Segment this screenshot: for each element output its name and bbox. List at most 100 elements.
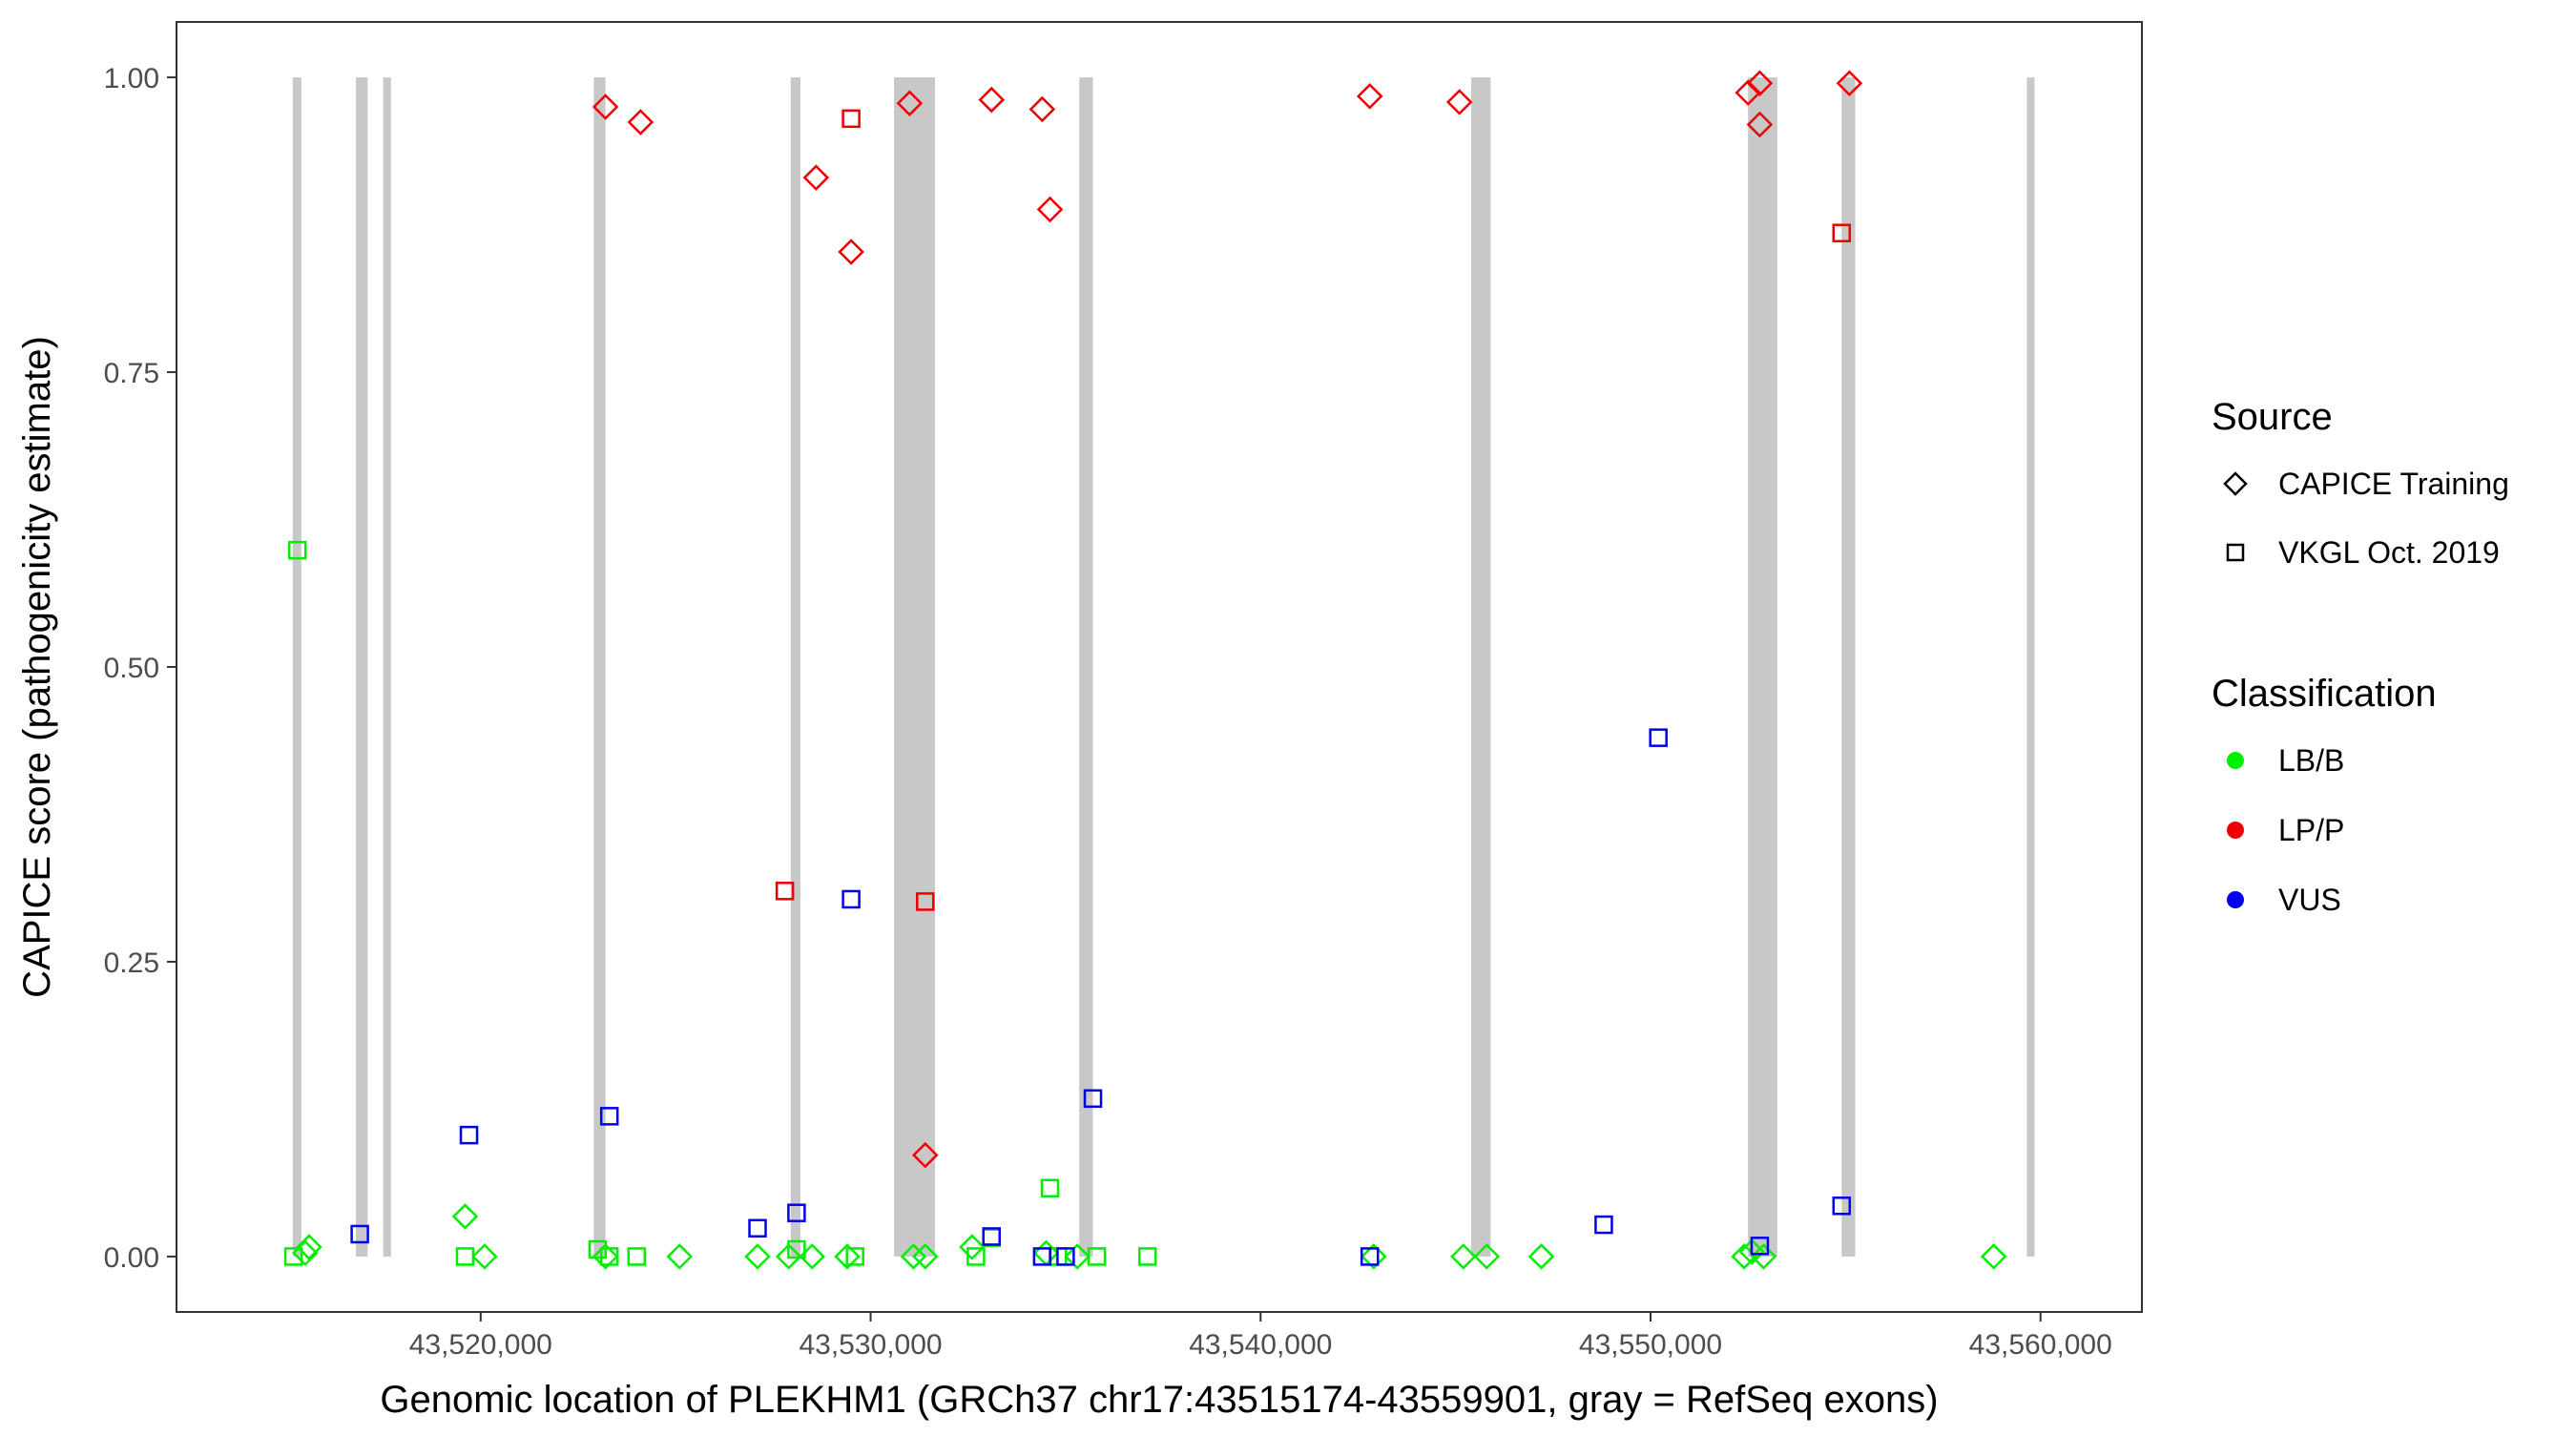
data-point-square bbox=[599, 1247, 619, 1266]
data-point-square bbox=[787, 1239, 806, 1259]
legend-key-diamond bbox=[2223, 471, 2248, 496]
exon-band bbox=[1841, 77, 1856, 1257]
data-point-square bbox=[787, 1203, 806, 1222]
exon-band bbox=[894, 77, 935, 1257]
x-axis: 43,520,000 43,530,000 43,540,000 43,550,000… bbox=[409, 1312, 2112, 1361]
y-tick-label: 0.00 bbox=[104, 1242, 159, 1274]
exon-band bbox=[356, 77, 368, 1257]
x-tick-label: 43,550,000 bbox=[1579, 1329, 1722, 1361]
x-axis-title: Genomic location of PLEKHM1 (GRCh37 chr1… bbox=[380, 1379, 1938, 1421]
data-point-square bbox=[1360, 1247, 1380, 1266]
data-point-square bbox=[982, 1227, 1001, 1246]
exon-band bbox=[292, 77, 301, 1257]
data-point-diamond bbox=[911, 1141, 939, 1169]
data-point-diamond bbox=[1445, 89, 1473, 115]
data-point-diamond bbox=[1735, 79, 1761, 106]
exon-band bbox=[1470, 77, 1491, 1257]
data-point-square bbox=[1649, 728, 1668, 747]
data-point-square bbox=[845, 1247, 864, 1266]
y-axis: 0.00 0.25 0.50 0.75 1.00 bbox=[104, 63, 177, 1274]
data-point-diamond bbox=[296, 1234, 322, 1260]
y-tick-label: 0.50 bbox=[104, 653, 159, 684]
data-point-diamond bbox=[666, 1243, 694, 1270]
data-point-square bbox=[350, 1224, 369, 1244]
x-tick-label: 43,520,000 bbox=[409, 1329, 552, 1361]
legend-key-dot bbox=[2227, 822, 2244, 839]
y-axis-title: CAPICE score (pathogenicity estimate) bbox=[16, 336, 58, 998]
legend-key-square bbox=[2226, 543, 2245, 562]
data-point-square bbox=[748, 1218, 767, 1238]
data-point-diamond bbox=[1356, 83, 1383, 110]
data-point-diamond bbox=[799, 1243, 825, 1270]
data-point-square bbox=[841, 109, 861, 129]
data-point-diamond bbox=[1980, 1243, 2007, 1270]
data-point-square bbox=[287, 540, 307, 560]
data-point-square bbox=[599, 1107, 619, 1126]
data-point-diamond bbox=[292, 1239, 319, 1266]
data-point-square bbox=[283, 1247, 303, 1266]
data-point-diamond bbox=[1064, 1243, 1091, 1270]
data-point-diamond bbox=[838, 239, 864, 265]
data-point-square bbox=[841, 889, 861, 909]
data-point-diamond bbox=[834, 1243, 861, 1270]
data-point-diamond bbox=[1036, 196, 1064, 223]
data-point-diamond bbox=[978, 86, 1006, 114]
x-tick-label: 43,530,000 bbox=[799, 1329, 942, 1361]
exon-band bbox=[383, 77, 391, 1257]
data-point-square bbox=[1137, 1247, 1157, 1266]
legend-label: CAPICE Training bbox=[2278, 467, 2509, 501]
data-point-square bbox=[966, 1247, 986, 1266]
data-point-square bbox=[1032, 1247, 1052, 1266]
exon-band bbox=[593, 77, 606, 1257]
data-point-diamond bbox=[744, 1243, 771, 1270]
data-point-square bbox=[1083, 1089, 1103, 1109]
data-point-diamond bbox=[471, 1243, 498, 1270]
data-point-square bbox=[1056, 1247, 1075, 1266]
data-point-diamond bbox=[1361, 1243, 1387, 1270]
data-point-square bbox=[1040, 1178, 1060, 1197]
data-point-diamond bbox=[627, 109, 654, 135]
data-point-diamond bbox=[592, 1243, 619, 1270]
data-point-square bbox=[455, 1247, 475, 1266]
legend-key-dot bbox=[2227, 752, 2244, 769]
data-point-diamond bbox=[451, 1203, 479, 1230]
data-point-square bbox=[459, 1125, 479, 1145]
x-tick-label: 43,540,000 bbox=[1189, 1329, 1332, 1361]
data-point-diamond bbox=[1527, 1243, 1555, 1270]
data-point-diamond bbox=[1746, 111, 1774, 138]
data-point-diamond bbox=[1746, 70, 1774, 97]
y-tick-label: 0.75 bbox=[104, 358, 159, 389]
data-point-square bbox=[1750, 1237, 1770, 1256]
data-point-diamond bbox=[900, 1243, 927, 1270]
data-point-square bbox=[1832, 223, 1852, 242]
data-point-diamond bbox=[1032, 1239, 1060, 1266]
legend-key-dot bbox=[2227, 891, 2244, 908]
data-point-layer bbox=[283, 70, 2007, 1270]
data-point-diamond bbox=[896, 90, 924, 117]
exon-band-layer bbox=[292, 77, 2035, 1257]
data-point-square bbox=[627, 1247, 647, 1266]
data-point-square bbox=[916, 892, 935, 911]
y-tick-label: 0.25 bbox=[104, 947, 159, 979]
data-point-diamond bbox=[1750, 1243, 1777, 1270]
x-tick-label: 43,560,000 bbox=[1969, 1329, 2112, 1361]
legend-label: LB/B bbox=[2278, 743, 2344, 778]
data-point-square bbox=[1087, 1247, 1107, 1266]
legend-label: LP/P bbox=[2278, 813, 2344, 847]
legend-label: VKGL Oct. 2019 bbox=[2278, 535, 2500, 570]
data-point-diamond bbox=[802, 164, 830, 191]
data-point-diamond bbox=[959, 1234, 986, 1260]
exon-band bbox=[1079, 77, 1093, 1257]
data-point-square bbox=[1832, 1197, 1852, 1216]
data-point-diamond bbox=[1836, 70, 1863, 97]
legend-label: VUS bbox=[2278, 883, 2341, 917]
data-point-diamond bbox=[775, 1243, 802, 1270]
legend-title-source: Source bbox=[2212, 396, 2333, 438]
legend: Source CAPICE Training VKGL Oct. 2019 Class… bbox=[2212, 396, 2509, 917]
data-point-diamond bbox=[1473, 1243, 1501, 1270]
y-tick-label: 1.00 bbox=[104, 63, 159, 94]
data-point-square bbox=[982, 1228, 1001, 1247]
data-point-square bbox=[1594, 1215, 1613, 1235]
